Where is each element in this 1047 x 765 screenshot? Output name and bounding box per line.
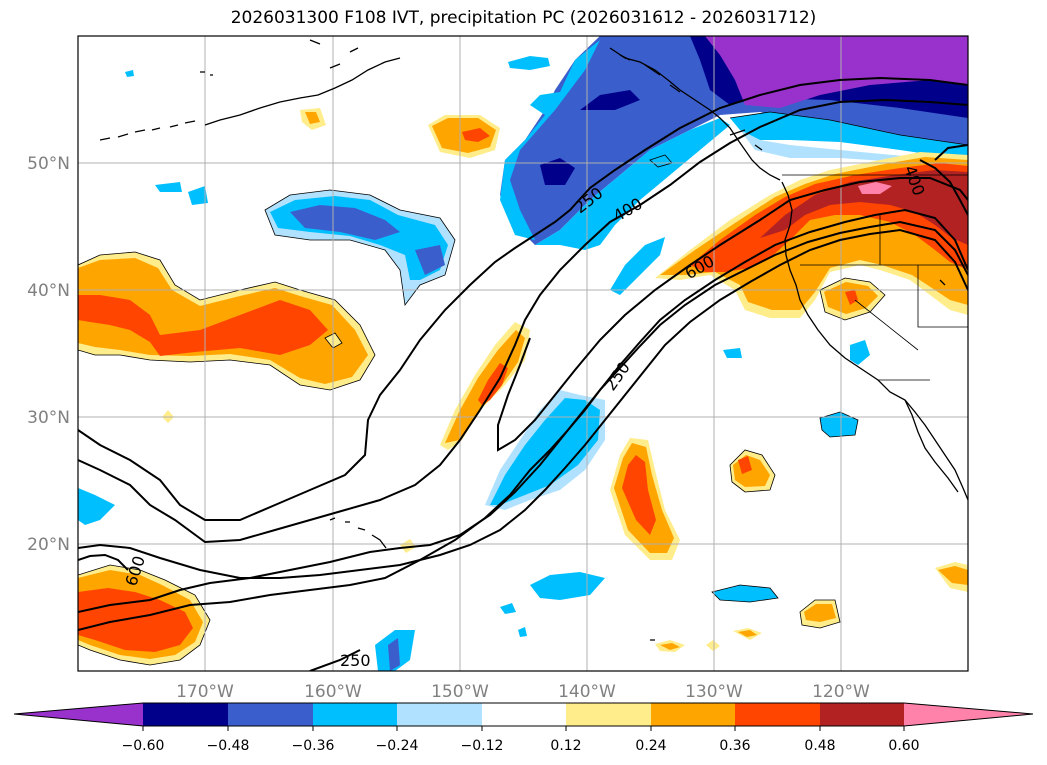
contour-label-250-c: 250 [340, 651, 371, 670]
ivt-contours [78, 76, 968, 671]
lon-tick-170w: 170°W [176, 682, 234, 702]
colorbar-tick-2: −0.36 [292, 738, 335, 754]
colorbar-tick-4: −0.12 [461, 738, 504, 754]
map-title: 2026031300 F108 IVT, precipitation PC (2… [230, 8, 817, 28]
plot-area: 250 400 600 250 600 400 250 [78, 36, 968, 671]
colorbar-bin-5 [482, 703, 566, 726]
lon-tick-130w: 130°W [685, 682, 743, 702]
colorbar: −0.60 −0.48 −0.36 −0.24 −0.12 0.12 0.24 … [13, 702, 1034, 754]
colorbar-tick-0: −0.60 [122, 738, 165, 754]
region-outlines [78, 111, 968, 666]
contour-400-south [78, 220, 968, 631]
lon-tick-150w: 150°W [431, 682, 489, 702]
colorbar-tick-5: 0.12 [550, 738, 581, 754]
colorbar-tick-1: −0.48 [207, 738, 250, 754]
gridlines [78, 36, 968, 671]
contour-250-south [309, 649, 361, 671]
colorbar-bin-4 [397, 703, 482, 726]
colorbar-bin-1 [143, 703, 228, 726]
colorbar-tick-6: 0.24 [635, 738, 666, 754]
colorbar-bin-7 [651, 703, 735, 726]
latitude-ticks: 50°N 40°N 30°N 20°N [27, 154, 70, 555]
lon-tick-160w: 160°W [304, 682, 362, 702]
contour-600-north [497, 177, 968, 452]
colorbar-bin-2 [228, 703, 313, 726]
colorbar-over [904, 703, 1033, 726]
contour-400-north [78, 98, 968, 544]
longitude-ticks: 170°W 160°W 150°W 140°W 130°W 120°W [176, 682, 870, 702]
colorbar-bin-3 [313, 703, 397, 726]
plot-frame [77, 35, 969, 672]
colorbar-tick-8: 0.48 [804, 738, 835, 754]
negative-precip-regions [78, 36, 968, 671]
lat-tick-30: 30°N [27, 408, 70, 428]
contour-250-west [78, 228, 968, 579]
colorbar-bin-6 [566, 703, 651, 726]
lat-tick-20: 20°N [27, 535, 70, 555]
lon-tick-140w: 140°W [558, 682, 616, 702]
colorbar-tick-9: 0.60 [888, 738, 919, 754]
colorbar-bin-9 [820, 703, 905, 726]
positive-precip-regions [78, 108, 968, 665]
lat-tick-50: 50°N [27, 154, 70, 174]
colorbar-under [14, 703, 143, 726]
lon-tick-120w: 120°W [812, 682, 870, 702]
colorbar-bin-8 [735, 703, 820, 726]
coastlines [99, 39, 968, 641]
contour-250-north [78, 76, 968, 521]
colorbar-tick-7: 0.36 [719, 738, 750, 754]
colorbar-tick-3: −0.24 [376, 738, 419, 754]
lat-tick-40: 40°N [27, 281, 70, 301]
